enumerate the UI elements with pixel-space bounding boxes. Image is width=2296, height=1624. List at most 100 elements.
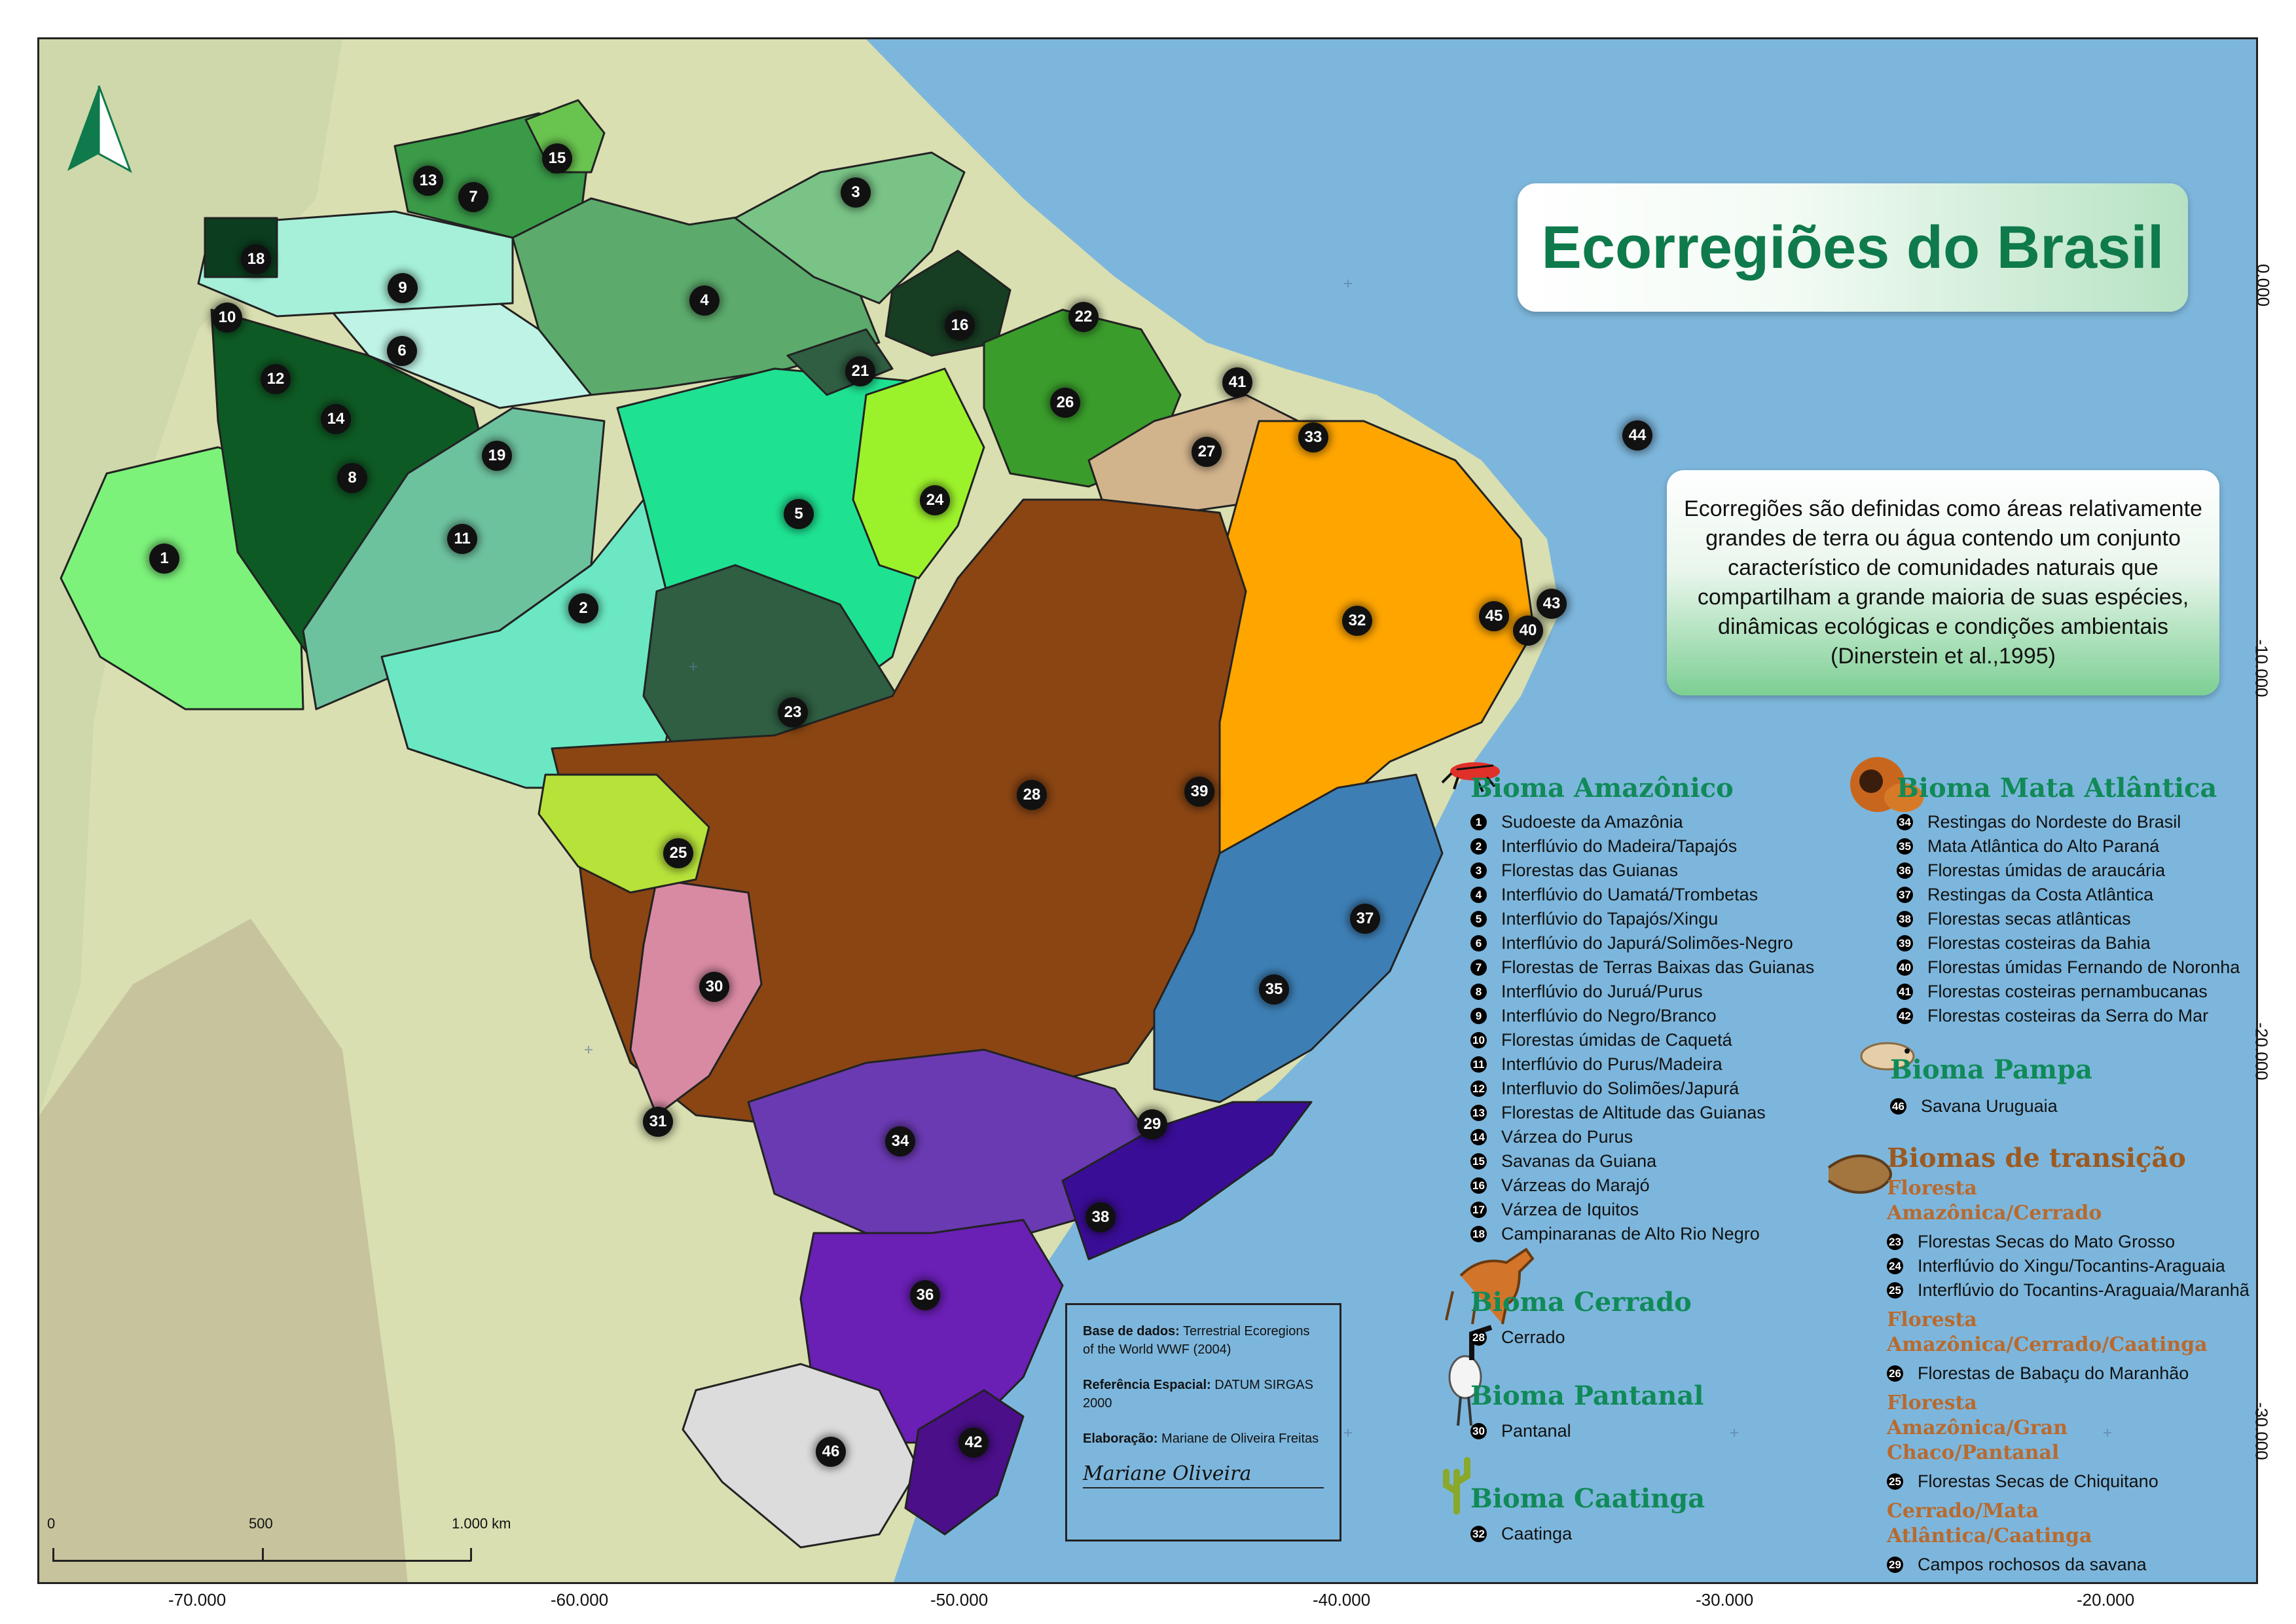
legend-item-label: Florestas Secas de Chiquitano xyxy=(1918,1471,2159,1491)
legend-item: 23 Florestas Secas do Mato Grosso xyxy=(1887,1230,2253,1254)
legend-item-label: Florestas costeiras da Bahia xyxy=(1927,933,2151,953)
map-marker-19: 19 xyxy=(482,441,512,471)
map-marker-44: 44 xyxy=(1622,420,1652,451)
base-value: Terrestrial Ecoregions of the World WWF … xyxy=(1083,1324,1310,1357)
map-marker-10: 10 xyxy=(212,303,242,333)
legend-number-badge: 34 xyxy=(1897,814,1913,830)
legend-pampa: Bioma Pampa 46 Savana Uruguaia xyxy=(1890,1054,2092,1118)
map-marker-21: 21 xyxy=(845,356,875,386)
legend-item: 34 Restingas do Nordeste do Brasil xyxy=(1897,810,2240,834)
cactus-icon xyxy=(1443,1457,1470,1515)
base-label: Base de dados: xyxy=(1083,1324,1180,1338)
legend-mata-atlantica: Bioma Mata Atlântica 34 Restingas do Nord… xyxy=(1897,773,2240,1028)
map-marker-32: 32 xyxy=(1342,606,1372,636)
legend-item: 8 Interflúvio do Juruá/Purus xyxy=(1470,980,1814,1004)
scale-label-0: 0 xyxy=(47,1515,56,1532)
biome-title-pampa: Bioma Pampa xyxy=(1890,1054,2092,1085)
map-marker-2: 2 xyxy=(568,593,598,623)
maned-wolf-icon xyxy=(1445,1247,1535,1325)
legend-number-badge: 35 xyxy=(1897,838,1913,855)
legend-number-badge: 16 xyxy=(1470,1177,1487,1194)
map-marker-23: 23 xyxy=(778,697,808,728)
legend-number-badge: 12 xyxy=(1470,1080,1487,1097)
legend-item-label: Várzea do Purus xyxy=(1501,1127,1633,1147)
legend-number-badge: 29 xyxy=(1887,1557,1903,1573)
map-marker-22: 22 xyxy=(1068,302,1099,332)
y-tick: 0.000 xyxy=(2253,263,2274,307)
snake-icon xyxy=(1827,1154,1892,1194)
metadata-box: Base de dados: Terrestrial Ecoregions of… xyxy=(1065,1303,1341,1541)
map-marker-18: 18 xyxy=(241,244,271,274)
legend-item: 17 Várzea de Iquitos xyxy=(1470,1198,1814,1222)
legend-number-badge: 40 xyxy=(1897,959,1913,976)
legend-number-badge: 25 xyxy=(1887,1282,1903,1299)
legend-number-badge: 2 xyxy=(1470,838,1487,855)
biome-title-caatinga: Bioma Caatinga xyxy=(1470,1483,1705,1514)
map-marker-5: 5 xyxy=(784,499,814,529)
legend-item-label: Florestas das Guianas xyxy=(1501,860,1679,880)
legend-number-badge: 6 xyxy=(1470,935,1487,951)
map-marker-24: 24 xyxy=(920,485,950,515)
region-38 xyxy=(1061,1101,1313,1261)
biome-title-cerrado: Bioma Cerrado xyxy=(1470,1287,1692,1318)
scale-label-500: 500 xyxy=(249,1515,273,1532)
map-marker-7: 7 xyxy=(458,182,488,212)
map-marker-42: 42 xyxy=(958,1428,989,1458)
legend-item: 38 Florestas secas atlânticas xyxy=(1897,907,2240,931)
legend-number-badge: 8 xyxy=(1470,984,1487,1000)
legend-item: 29 Campos rochosos da savana xyxy=(1887,1553,2253,1577)
legend-item-label: Florestas de Terras Baixas das Guianas xyxy=(1501,957,1815,977)
legend-item-label: Florestas de Altitude das Guianas xyxy=(1501,1103,1766,1122)
map-marker-45: 45 xyxy=(1479,601,1509,631)
map-marker-33: 33 xyxy=(1298,422,1328,452)
biome-title-amazonia: Bioma Amazônico xyxy=(1470,773,1734,803)
legend-number-badge: 42 xyxy=(1897,1008,1913,1024)
map-marker-46: 46 xyxy=(816,1437,846,1467)
legend-item-label: Florestas costeiras pernambucanas xyxy=(1927,982,2208,1001)
legend-number-badge: 17 xyxy=(1470,1202,1487,1218)
transition-subtitle: Floresta Amazônica/Gran Chaco/Pantanal xyxy=(1887,1392,2068,1464)
map-marker-26: 26 xyxy=(1050,388,1080,418)
legend-number-badge: 37 xyxy=(1897,887,1913,903)
map-marker-13: 13 xyxy=(413,166,443,196)
region-42 xyxy=(904,1389,1025,1536)
elab-value: Mariane de Oliveira Freitas xyxy=(1161,1431,1319,1446)
map-marker-8: 8 xyxy=(337,463,367,493)
map-marker-34: 34 xyxy=(885,1126,915,1156)
description-text: Ecorregiões são definidas como áreas rel… xyxy=(1684,496,2202,669)
legend-item: 25 Interflúvio do Tocantins-Araguaia/Mara… xyxy=(1887,1278,2253,1302)
map-marker-43: 43 xyxy=(1537,589,1567,619)
y-tick: -20.000 xyxy=(2251,1022,2272,1080)
x-tick: -70.000 xyxy=(168,1590,227,1610)
legend-number-badge: 15 xyxy=(1470,1153,1487,1170)
legend-item: 28 Cerrado xyxy=(1470,1325,1692,1350)
legend-number-badge: 46 xyxy=(1890,1098,1906,1115)
legend-item-label: Pantanal xyxy=(1501,1421,1571,1441)
legend-item-label: Interflúvio do Xingu/Tocantins-Araguaia xyxy=(1918,1256,2225,1276)
region-3 xyxy=(734,151,966,304)
legend-item: 11 Interflúvio do Purus/Madeira xyxy=(1470,1052,1814,1077)
legend-item-label: Interflúvio do Juruá/Purus xyxy=(1501,982,1703,1001)
legend-item-label: Florestas úmidas de Caquetá xyxy=(1501,1030,1732,1050)
legend-number-badge: 14 xyxy=(1470,1129,1487,1145)
map-marker-41: 41 xyxy=(1222,367,1252,397)
legend-item: 39 Florestas costeiras da Bahia xyxy=(1897,931,2240,955)
legend-item-label: Interflúvio do Madeira/Tapajós xyxy=(1501,836,1738,856)
legend-number-badge: 26 xyxy=(1887,1365,1903,1382)
y-tick: -30.000 xyxy=(2251,1402,2272,1460)
x-tick: -40.000 xyxy=(1313,1590,1371,1610)
legend-item: 37 Restingas da Costa Atlântica xyxy=(1897,883,2240,907)
map-marker-40: 40 xyxy=(1513,616,1543,646)
legend-item-label: Mata Atlântica do Alto Paraná xyxy=(1927,836,2160,856)
legend-pantanal: Bioma Pantanal 30 Pantanal xyxy=(1470,1380,1704,1443)
map-marker-36: 36 xyxy=(910,1280,940,1310)
x-tick: -60.000 xyxy=(551,1590,609,1610)
ref-label: Referência Espacial: xyxy=(1083,1378,1211,1392)
region-30 xyxy=(629,878,763,1116)
map-marker-14: 14 xyxy=(321,404,351,434)
signature: Mariane Oliveira xyxy=(1083,1464,1324,1488)
legend-item: 46 Savana Uruguaia xyxy=(1890,1094,2092,1118)
legend-item: 25 Florestas Secas de Chiquitano xyxy=(1887,1469,2253,1494)
legend-item: 3 Florestas das Guianas xyxy=(1470,858,1814,883)
legend-item-label: Restingas da Costa Atlântica xyxy=(1927,885,2154,904)
